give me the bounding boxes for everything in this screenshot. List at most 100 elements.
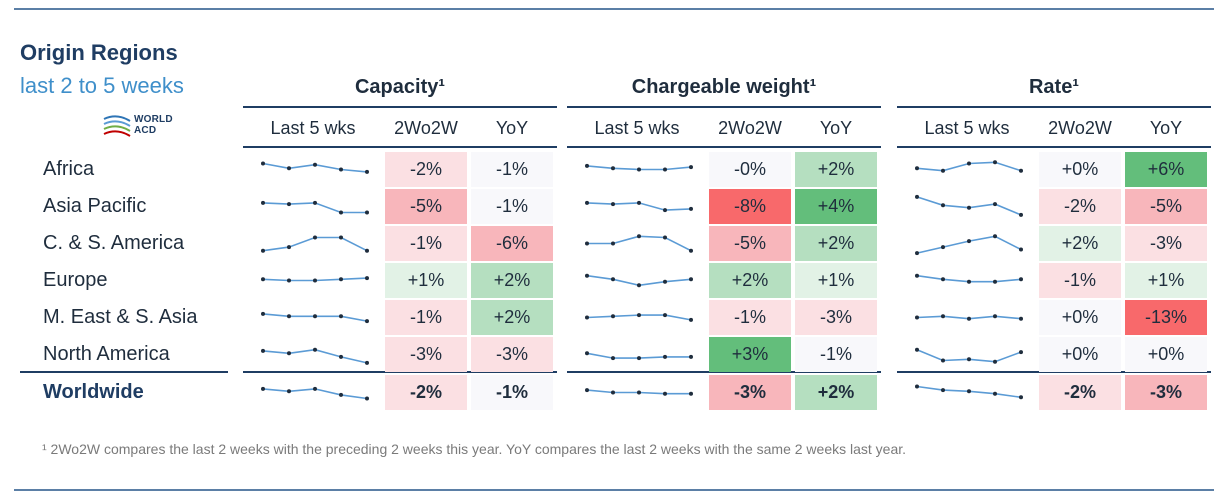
cell-capacity-2wo2w-4: -1% <box>385 300 467 335</box>
cell-capacity-yoy-6: -1% <box>471 375 553 410</box>
row-label-3: Europe <box>43 269 108 291</box>
cell-weight-2wo2w-2: -5% <box>709 226 791 261</box>
sparkline-point-weight-2-4 <box>689 248 693 253</box>
world-acd-logo: WORLD ACD <box>102 113 212 141</box>
sparkline-capacity-1 <box>261 200 369 215</box>
sparkline-weight-3 <box>585 273 693 288</box>
sparkline-point-rate-5-3 <box>993 359 997 364</box>
logo-text-line-1: WORLD <box>134 114 173 125</box>
sparkline-point-weight-4-2 <box>637 313 641 318</box>
worldwide-rule-weight <box>567 371 881 373</box>
worldwide-rule-capacity <box>243 371 557 373</box>
sparkline-point-rate-4-4 <box>1019 316 1023 321</box>
sparkline-point-weight-3-1 <box>611 277 615 282</box>
world-acd-logo-icon <box>103 115 131 137</box>
cell-rate-2wo2w-6: -2% <box>1039 375 1121 410</box>
cell-capacity-yoy-1: -1% <box>471 189 553 224</box>
sparkline-point-capacity-5-3 <box>339 354 343 359</box>
sparkline-point-weight-1-0 <box>585 200 589 205</box>
sparkline-point-rate-6-3 <box>993 391 997 396</box>
cell-capacity-yoy-0: -1% <box>471 152 553 187</box>
worldwide-rule-rate <box>897 371 1211 373</box>
sparkline-point-capacity-0-3 <box>339 167 343 172</box>
sparkline-point-rate-3-3 <box>993 279 997 284</box>
cell-rate-yoy-1: -5% <box>1125 189 1207 224</box>
cell-capacity-yoy-5: -3% <box>471 337 553 372</box>
cell-capacity-yoy-2: -6% <box>471 226 553 261</box>
col-head-rate-0: Last 5 wks <box>924 118 1010 138</box>
logo-text-line-2: ACD <box>134 125 157 136</box>
sparkline-point-rate-0-0 <box>915 166 919 171</box>
sparkline-point-capacity-1-4 <box>365 210 369 215</box>
col-head-weight-2: YoY <box>819 118 853 138</box>
sparkline-point-weight-4-3 <box>663 313 667 318</box>
sparkline-capacity-3 <box>261 276 369 283</box>
footnote: ¹ 2Wo2W compares the last 2 weeks with t… <box>42 441 907 457</box>
cell-rate-yoy-5: +0% <box>1125 337 1207 372</box>
sparkline-rate-2 <box>915 234 1023 256</box>
sparkline-point-capacity-6-4 <box>365 396 369 401</box>
sparkline-point-capacity-5-0 <box>261 348 265 353</box>
sparkline-point-rate-5-0 <box>915 347 919 352</box>
sparkline-point-rate-3-0 <box>915 273 919 278</box>
sparkline-point-weight-0-3 <box>663 167 667 172</box>
sparkline-rate-1 <box>915 194 1023 217</box>
sparkline-point-capacity-4-1 <box>287 314 291 319</box>
col-head-weight-1: 2Wo2W <box>718 118 782 138</box>
sparkline-point-rate-3-1 <box>941 277 945 282</box>
cell-weight-yoy-1: +4% <box>795 189 877 224</box>
sparkline-point-weight-3-3 <box>663 279 667 284</box>
sparkline-point-weight-1-3 <box>663 208 667 213</box>
sparkline-point-rate-2-0 <box>915 251 919 256</box>
sparkline-point-capacity-1-2 <box>313 200 317 205</box>
cell-weight-2wo2w-5: +3% <box>709 337 791 372</box>
sparkline-point-capacity-2-2 <box>313 235 317 240</box>
sparkline-point-weight-5-3 <box>663 354 667 359</box>
sparkline-point-weight-4-1 <box>611 314 615 319</box>
sparkline-point-rate-3-2 <box>967 279 971 284</box>
sparkline-rate-0 <box>915 160 1023 173</box>
sparkline-point-weight-0-4 <box>689 165 693 170</box>
col-head-weight-0: Last 5 wks <box>594 118 680 138</box>
sparkline-point-capacity-6-2 <box>313 386 317 391</box>
sparkline-point-weight-5-4 <box>689 354 693 359</box>
cell-capacity-yoy-3: +2% <box>471 263 553 298</box>
cell-capacity-2wo2w-5: -3% <box>385 337 467 372</box>
col-head-capacity-1: 2Wo2W <box>394 118 458 138</box>
cell-capacity-2wo2w-1: -5% <box>385 189 467 224</box>
sparkline-rate-3 <box>915 273 1023 284</box>
sparkline-point-capacity-0-2 <box>313 162 317 167</box>
sparkline-point-weight-6-4 <box>689 391 693 396</box>
sparkline-point-rate-2-4 <box>1019 247 1023 252</box>
head-rule-capacity <box>243 146 557 148</box>
cell-capacity-2wo2w-2: -1% <box>385 226 467 261</box>
sparkline-point-rate-4-3 <box>993 314 997 319</box>
sparkline-point-weight-5-0 <box>585 351 589 356</box>
sparkline-weight-6 <box>585 388 693 396</box>
sparkline-capacity-5 <box>261 347 369 365</box>
head-rule-weight <box>567 146 881 148</box>
col-head-rate-2: YoY <box>1149 118 1183 138</box>
cell-rate-yoy-4: -13% <box>1125 300 1207 335</box>
sparkline-point-capacity-3-4 <box>365 276 369 281</box>
cell-rate-yoy-0: +6% <box>1125 152 1207 187</box>
sparkline-point-weight-4-4 <box>689 317 693 322</box>
sparkline-point-capacity-1-3 <box>339 210 343 215</box>
group-title-weight: Chargeable weight¹ <box>631 76 817 98</box>
sparkline-capacity-4 <box>261 311 369 324</box>
sparkline-point-capacity-2-1 <box>287 245 291 250</box>
sparkline-point-capacity-5-1 <box>287 351 291 356</box>
cell-weight-2wo2w-4: -1% <box>709 300 791 335</box>
col-head-capacity-2: YoY <box>495 118 529 138</box>
sparkline-point-rate-6-2 <box>967 389 971 394</box>
sparkline-point-weight-4-0 <box>585 315 589 320</box>
cell-rate-2wo2w-3: -1% <box>1039 263 1121 298</box>
sparkline-point-capacity-5-2 <box>313 347 317 352</box>
sparkline-point-weight-6-3 <box>663 391 667 396</box>
sparkline-point-rate-4-1 <box>941 314 945 319</box>
sparkline-rate-6 <box>915 384 1023 400</box>
sparkline-point-capacity-1-0 <box>261 200 265 205</box>
sparkline-point-rate-4-0 <box>915 315 919 320</box>
sparkline-point-capacity-0-1 <box>287 166 291 171</box>
cell-weight-2wo2w-0: -0% <box>709 152 791 187</box>
